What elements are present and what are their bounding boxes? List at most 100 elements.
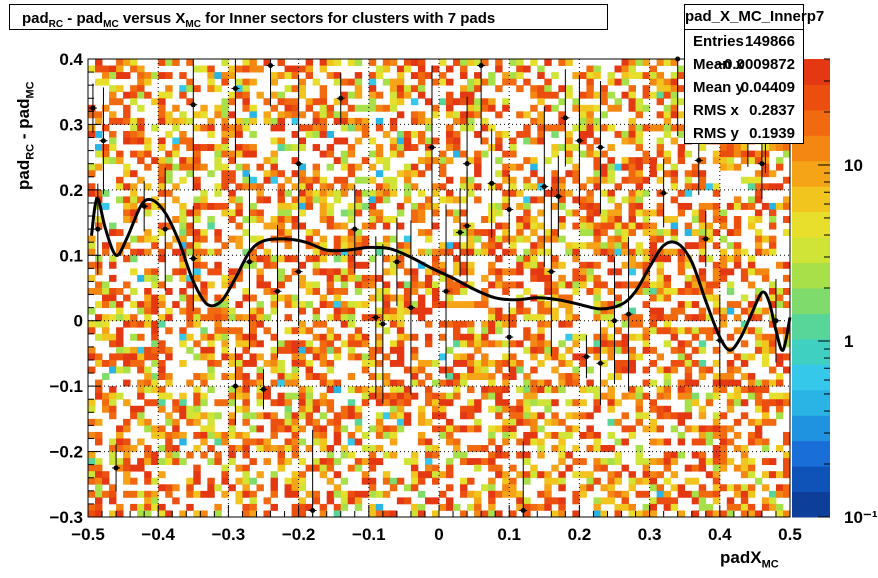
heatmap-cell <box>298 170 307 178</box>
heatmap-cell <box>88 510 96 518</box>
heatmap-cell <box>368 137 377 145</box>
heatmap-cell <box>403 281 412 289</box>
heatmap-cell <box>572 72 580 80</box>
heatmap-cell <box>509 359 517 367</box>
heatmap-cell <box>347 405 356 413</box>
heatmap-cell <box>389 359 398 367</box>
y-tick-label: 0.1 <box>59 246 83 265</box>
heatmap-cell <box>410 183 419 191</box>
heatmap-cell <box>593 222 601 230</box>
heatmap-cell <box>502 170 510 178</box>
heatmap-cell <box>481 124 489 132</box>
heatmap-cell <box>249 150 257 158</box>
heatmap-cell <box>88 346 96 354</box>
heatmap-cell <box>263 98 271 106</box>
heatmap-cell <box>509 150 517 158</box>
heatmap-cell <box>340 340 349 348</box>
heatmap-cell <box>698 274 707 282</box>
heatmap-cell <box>186 451 194 459</box>
heatmap-cell <box>396 327 405 335</box>
heatmap-cell <box>165 353 173 361</box>
heatmap-cell <box>481 229 489 237</box>
heatmap-cell <box>95 189 103 197</box>
heatmap-cell <box>207 78 215 86</box>
heatmap-cell <box>572 242 580 250</box>
heatmap-cell <box>340 124 349 132</box>
heatmap-cell <box>298 65 307 73</box>
heatmap-cell <box>642 379 650 387</box>
heatmap-cell <box>130 412 138 420</box>
heatmap-cell <box>375 288 384 295</box>
heatmap-cell <box>109 392 117 400</box>
heatmap-cell <box>410 392 419 400</box>
heatmap-cell <box>396 98 405 106</box>
heatmap-cell <box>481 386 489 394</box>
heatmap-cell <box>600 98 608 106</box>
heatmap-cell <box>747 327 756 335</box>
heatmap-cell <box>221 301 229 309</box>
heatmap-cell <box>621 65 629 73</box>
heatmap-cell <box>516 399 524 407</box>
heatmap-cell <box>109 274 117 282</box>
heatmap-cell <box>228 157 236 165</box>
heatmap-cell <box>249 353 257 361</box>
heatmap-cell <box>382 451 391 459</box>
heatmap-cell <box>642 346 650 354</box>
heatmap-cell <box>684 202 693 210</box>
heatmap-cell <box>509 353 517 361</box>
heatmap-cell <box>460 111 468 119</box>
heatmap-cell <box>249 183 257 191</box>
heatmap-cell <box>375 242 384 250</box>
heatmap-cell <box>116 314 124 322</box>
heatmap-cell <box>593 307 601 315</box>
heatmap-cell <box>460 59 468 66</box>
heatmap-cell <box>242 59 250 66</box>
heatmap-cell <box>291 477 299 485</box>
heatmap-cell <box>446 274 454 282</box>
heatmap-cell <box>544 157 552 165</box>
heatmap-cell <box>705 229 714 237</box>
heatmap-cell <box>670 196 679 204</box>
heatmap-cell <box>347 353 356 361</box>
heatmap-cell <box>726 399 735 407</box>
heatmap-cell <box>628 261 636 269</box>
heatmap-cell <box>649 163 658 171</box>
heatmap-cell <box>607 445 615 452</box>
heatmap-cell <box>705 503 714 511</box>
heatmap-cell <box>347 150 356 158</box>
x-tick-label: −0.2 <box>282 525 316 544</box>
profile-point <box>661 190 667 196</box>
heatmap-cell <box>607 431 615 439</box>
heatmap-cell <box>670 458 679 466</box>
heatmap-cell <box>495 255 503 263</box>
heatmap-cell <box>516 340 524 348</box>
heatmap-cell <box>417 418 426 426</box>
heatmap-cell <box>151 458 159 466</box>
heatmap-cell <box>558 294 566 302</box>
heatmap-cell <box>719 458 728 466</box>
heatmap-cell <box>228 484 236 492</box>
heatmap-cell <box>621 163 629 171</box>
heatmap-cell <box>565 412 573 420</box>
heatmap-cell <box>375 157 384 165</box>
heatmap-cell <box>439 366 447 374</box>
heatmap-cell <box>361 235 370 243</box>
heatmap-cell <box>621 78 629 86</box>
heatmap-cell <box>242 176 250 184</box>
heatmap-cell <box>333 189 342 197</box>
heatmap-cell <box>754 379 763 387</box>
heatmap-cell <box>256 438 264 446</box>
heatmap-cell <box>705 458 714 466</box>
heatmap-cell <box>382 327 391 335</box>
heatmap-cell <box>144 301 152 309</box>
heatmap-cell <box>677 307 686 315</box>
heatmap-cell <box>123 281 131 289</box>
heatmap-cell <box>593 294 601 302</box>
heatmap-cell <box>214 261 222 269</box>
heatmap-cell <box>740 320 749 328</box>
heatmap-cell <box>193 124 201 132</box>
heatmap-cell <box>396 477 405 485</box>
heatmap-cell <box>165 72 173 80</box>
heatmap-cell <box>530 137 538 145</box>
heatmap-cell <box>368 189 377 197</box>
